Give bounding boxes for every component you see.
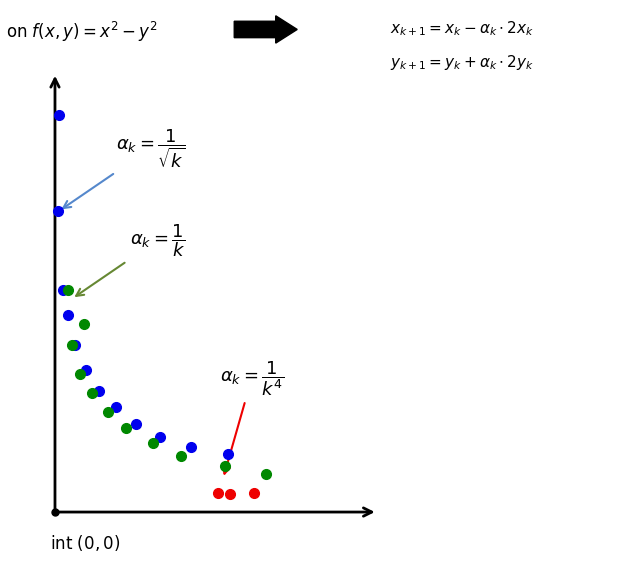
Text: $\alpha_k = \dfrac{1}{k^4}$: $\alpha_k = \dfrac{1}{k^4}$	[220, 359, 284, 473]
Text: on $f(x,y) = x^2 - y^2$: on $f(x,y) = x^2 - y^2$	[6, 20, 157, 44]
FancyArrow shape	[234, 16, 297, 43]
Text: $y_{k+1} = y_k + \alpha_k \cdot 2y_k$: $y_{k+1} = y_k + \alpha_k \cdot 2y_k$	[390, 53, 534, 72]
Text: int $(0,0)$: int $(0,0)$	[50, 533, 120, 553]
Text: $\alpha_k = \dfrac{1}{\sqrt{k}}$: $\alpha_k = \dfrac{1}{\sqrt{k}}$	[63, 127, 186, 208]
Text: $x_{k+1} = x_k - \alpha_k \cdot 2x_k$: $x_{k+1} = x_k - \alpha_k \cdot 2x_k$	[390, 20, 534, 38]
Text: $\alpha_k = \dfrac{1}{k}$: $\alpha_k = \dfrac{1}{k}$	[76, 222, 186, 296]
